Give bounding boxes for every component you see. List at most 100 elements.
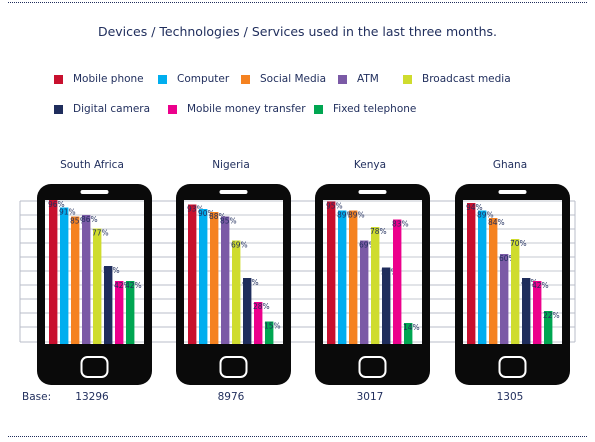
bar-value-label: 77%	[92, 229, 109, 238]
country-label-ghana: Ghana	[492, 159, 528, 171]
bar-mobile-phone	[188, 204, 197, 344]
legend-swatch	[314, 104, 323, 114]
bar-value-label: 51%	[381, 268, 398, 277]
legend-swatch	[338, 74, 347, 84]
base-value-ghana: 1305	[496, 391, 524, 403]
country-label-south-africa: South Africa	[60, 159, 124, 171]
bar-computer	[60, 207, 69, 344]
base-label: Base:	[22, 391, 52, 403]
legend-swatch	[54, 104, 63, 114]
bar-mobile-phone	[49, 200, 58, 344]
bar-value-label: 86%	[81, 215, 98, 224]
bar-value-label: 69%	[231, 241, 248, 250]
bar-fixed-telephone	[265, 321, 274, 344]
legend-swatch	[54, 74, 63, 84]
bar-mobile-phone	[327, 201, 336, 344]
bar-value-label: 52%	[103, 266, 120, 275]
bar-value-label: 95%	[326, 202, 343, 211]
legend-swatch	[158, 74, 167, 84]
bar-mobile-phone	[467, 203, 476, 344]
bar-broadcast-media	[232, 240, 241, 344]
bar-value-label: 88%	[209, 212, 226, 221]
legend-label: Digital camera	[73, 103, 151, 115]
bar-value-label: 15%	[264, 322, 281, 331]
bar-value-label: 22%	[543, 311, 560, 320]
legend-item-broadcast-media: Broadcast media	[403, 73, 511, 85]
legend-item-social-media: Social Media	[241, 73, 326, 85]
bar-value-label: 42%	[532, 281, 549, 290]
base-value-south-africa: 13296	[75, 391, 109, 403]
country-label-kenya: Kenya	[353, 159, 387, 171]
bar-value-label: 42%	[114, 281, 131, 290]
bar-digital-camera	[522, 278, 531, 344]
bar-broadcast-media	[93, 228, 102, 344]
bottom-divider	[8, 436, 587, 437]
bar-value-label: 60%	[499, 254, 516, 263]
legend-swatch	[403, 74, 412, 84]
bar-value-label: 89%	[477, 211, 494, 220]
legend-label: Broadcast media	[422, 73, 511, 85]
legend-swatch	[168, 104, 177, 114]
base-value-kenya: 3017	[356, 391, 384, 403]
bar-broadcast-media	[511, 239, 520, 344]
phone-home-button	[219, 356, 248, 378]
bar-value-label: 96%	[48, 200, 65, 209]
bar-value-label: 69%	[359, 241, 376, 250]
bar-value-label: 85%	[70, 217, 87, 226]
bar-atm	[500, 254, 509, 344]
bar-value-label: 78%	[370, 227, 387, 236]
bar-digital-camera	[382, 267, 391, 344]
bar-atm	[82, 215, 91, 344]
bar-computer	[338, 210, 347, 344]
legend-item-fixed-telephone: Fixed telephone	[314, 103, 416, 115]
phone-home-button	[358, 356, 387, 378]
phone-home-button	[80, 356, 109, 378]
bar-value-label: 94%	[466, 203, 483, 212]
legend-label: Mobile money transfer	[187, 103, 306, 115]
bar-atm	[221, 216, 230, 344]
bar-fixed-telephone	[544, 311, 553, 344]
legend-item-computer: Computer	[158, 73, 229, 85]
country-label-nigeria: Nigeria	[212, 159, 250, 171]
bar-value-label: 91%	[59, 208, 76, 217]
bar-digital-camera	[104, 266, 113, 344]
top-divider	[8, 2, 587, 3]
legend-swatch	[241, 74, 250, 84]
bar-mobile-money-transfer	[115, 281, 124, 344]
bar-social-media	[71, 216, 80, 344]
bar-digital-camera	[243, 278, 252, 344]
bar-value-label: 42%	[125, 281, 142, 290]
bar-value-label: 44%	[521, 278, 538, 287]
bar-fixed-telephone	[404, 323, 413, 344]
legend-label: ATM	[357, 73, 379, 85]
bar-mobile-money-transfer	[254, 302, 263, 344]
bar-value-label: 70%	[510, 239, 527, 248]
bar-value-label: 93%	[187, 205, 204, 214]
bar-fixed-telephone	[126, 281, 135, 344]
bar-value-label: 28%	[253, 302, 270, 311]
bar-value-label: 89%	[337, 211, 354, 220]
bar-value-label: 89%	[348, 211, 365, 220]
legend-label: Computer	[177, 73, 230, 85]
bar-value-label: 90%	[198, 209, 215, 218]
bar-value-label: 14%	[403, 323, 420, 332]
legend-item-mobile-phone: Mobile phone	[54, 73, 144, 85]
legend-label: Mobile phone	[73, 73, 144, 85]
legend-label: Fixed telephone	[333, 103, 417, 115]
phone-speaker	[80, 190, 109, 194]
bar-value-label: 44%	[242, 278, 259, 287]
phone-home-button	[498, 356, 527, 378]
base-value-nigeria: 8976	[217, 391, 245, 403]
bar-value-label: 83%	[392, 220, 409, 229]
bar-mobile-money-transfer	[533, 281, 542, 344]
legend-item-digital-camera: Digital camera	[54, 103, 150, 115]
bar-social-media	[489, 218, 498, 344]
phone-speaker	[358, 190, 387, 194]
bar-social-media	[349, 210, 358, 344]
bar-broadcast-media	[371, 227, 380, 344]
bar-value-label: 84%	[488, 218, 505, 227]
legend-label: Social Media	[260, 73, 327, 85]
bar-atm	[360, 240, 369, 344]
bar-computer	[478, 210, 487, 344]
